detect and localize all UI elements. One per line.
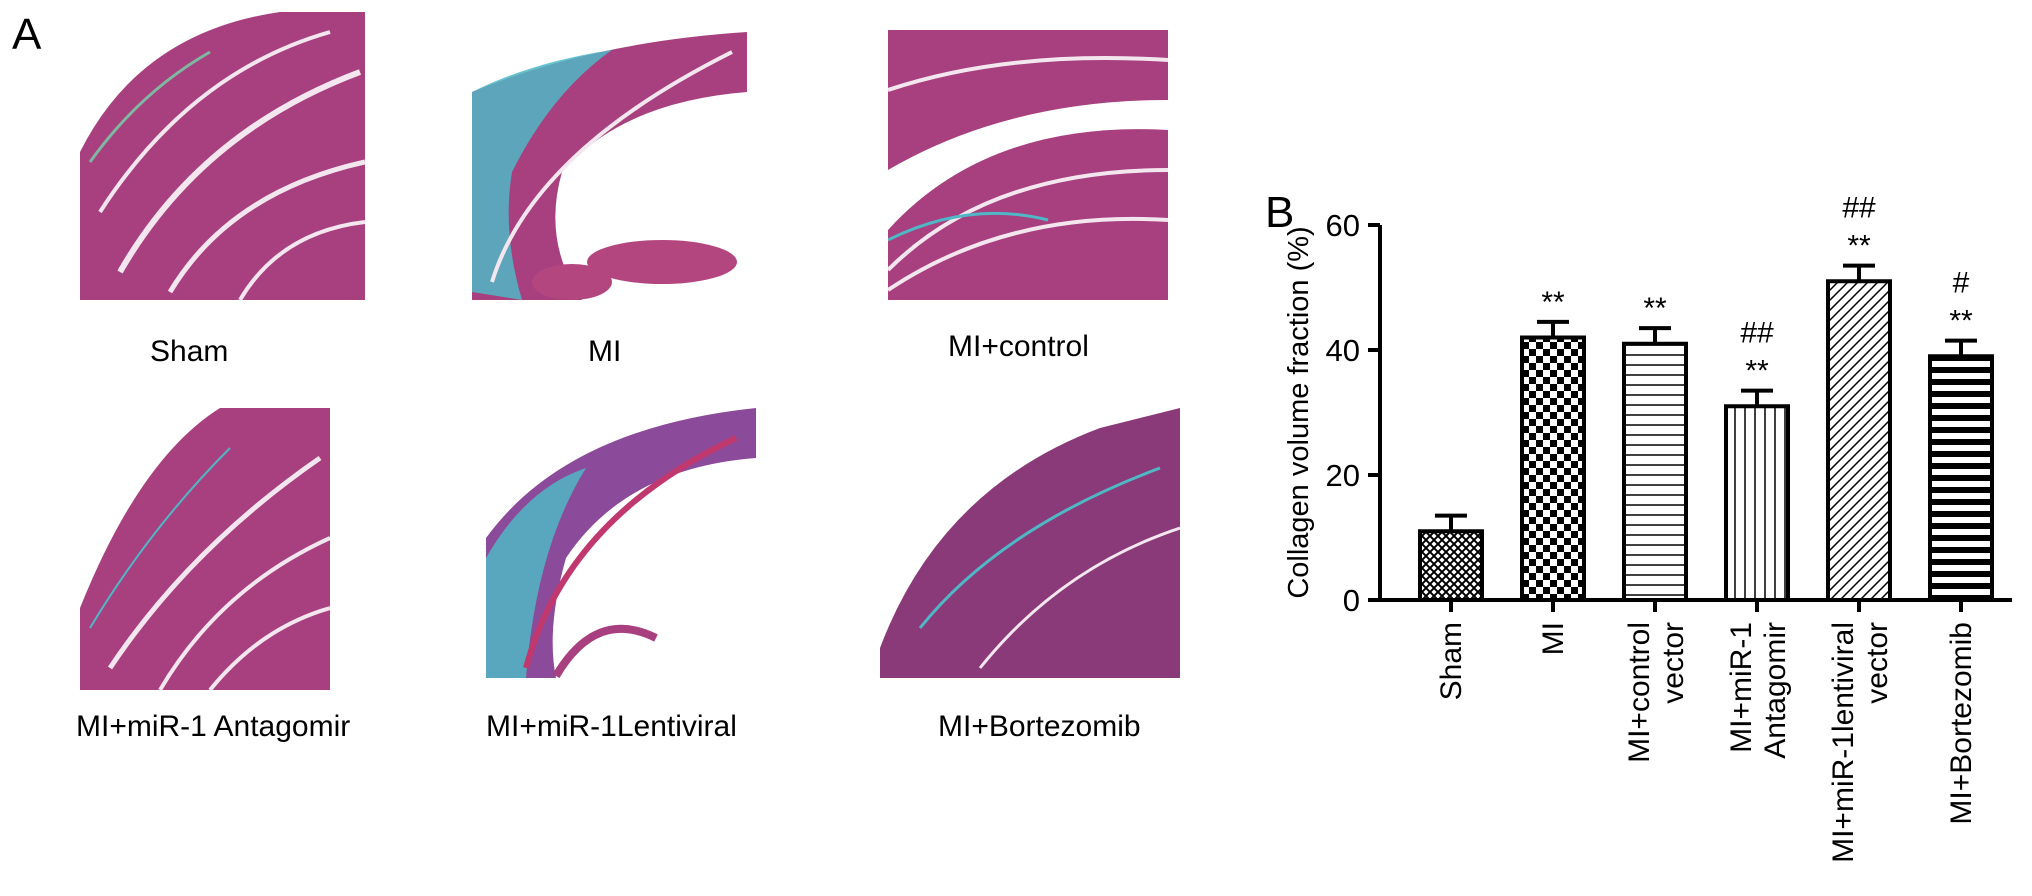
tissue-image-sham — [80, 12, 365, 300]
significance-label: ** — [1745, 355, 1769, 388]
tissue-image-mi-bortezomib — [880, 408, 1180, 678]
tissue-image-mi-control — [888, 30, 1168, 300]
bar — [1928, 354, 1994, 602]
significance-label: ** — [1847, 230, 1871, 263]
x-tick-label-line: vector — [1657, 622, 1690, 704]
panel-a-letter: A — [12, 10, 42, 59]
y-axis: 0 20 40 60 Collagen volume fraction (%) — [1283, 208, 1382, 618]
x-tick-label: MI+Bortezomib — [1945, 622, 1978, 825]
x-tick-label-line: Antagomir — [1759, 622, 1792, 759]
tissue-image-mi-antagomir — [80, 408, 330, 690]
bar — [1520, 335, 1586, 602]
y-axis-label: Collagen volume fraction (%) — [1283, 226, 1315, 598]
caption-mi: MI — [588, 335, 622, 368]
significance-label: ## — [1842, 192, 1876, 225]
caption-mi-bortezomib: MI+Bortezomib — [938, 710, 1141, 743]
x-tick-label: MI+miR-1lentiviralvector — [1827, 622, 1894, 863]
x-tick-label: MI+controlvector — [1623, 622, 1690, 763]
x-tick-label-line: vector — [1861, 622, 1894, 704]
x-tick-label-line: MI+miR-1lentiviral — [1827, 622, 1860, 863]
caption-sham: Sham — [150, 335, 229, 368]
x-tick-label-line: MI — [1537, 622, 1570, 655]
x-tick-label-line: MI+miR-1 — [1725, 622, 1758, 753]
tissue-image-mi — [472, 32, 747, 300]
bar — [1724, 404, 1790, 602]
caption-mi-antagomir: MI+miR-1 Antagomir — [76, 710, 351, 743]
tissue-image-mi-lentiviral — [486, 408, 756, 678]
significance-label: # — [1953, 267, 1970, 300]
x-tick-label-line: MI+Bortezomib — [1945, 622, 1978, 825]
x-tick-label-line: Sham — [1435, 622, 1468, 700]
significance-label: ** — [1643, 292, 1667, 325]
x-tick-label: MI+miR-1Antagomir — [1725, 622, 1792, 759]
significance-label: ** — [1949, 305, 1973, 338]
y-tick-label: 60 — [1326, 208, 1360, 243]
significance-label: ** — [1541, 286, 1565, 319]
caption-mi-control: MI+control — [948, 330, 1089, 363]
bar — [1622, 341, 1688, 602]
significance-label: ## — [1740, 317, 1774, 350]
panel-b-letter: B — [1265, 188, 1295, 237]
y-tick-label: 20 — [1326, 458, 1360, 493]
y-tick-label: 40 — [1326, 333, 1360, 368]
x-tick-label-line: MI+control — [1623, 622, 1656, 763]
caption-mi-lentiviral: MI+miR-1Lentiviral — [486, 710, 737, 743]
y-tick-label: 0 — [1343, 583, 1360, 618]
x-axis: Sham MI MI+controlvector MI+miR-1Antagomir M… — [1380, 598, 2012, 863]
x-tick-label: MI — [1537, 622, 1570, 655]
bar — [1418, 529, 1484, 602]
x-tick-label: Sham — [1435, 622, 1468, 700]
bars: ** ** ** ## ** ## ** # — [1418, 192, 1994, 602]
bar — [1826, 279, 1892, 602]
